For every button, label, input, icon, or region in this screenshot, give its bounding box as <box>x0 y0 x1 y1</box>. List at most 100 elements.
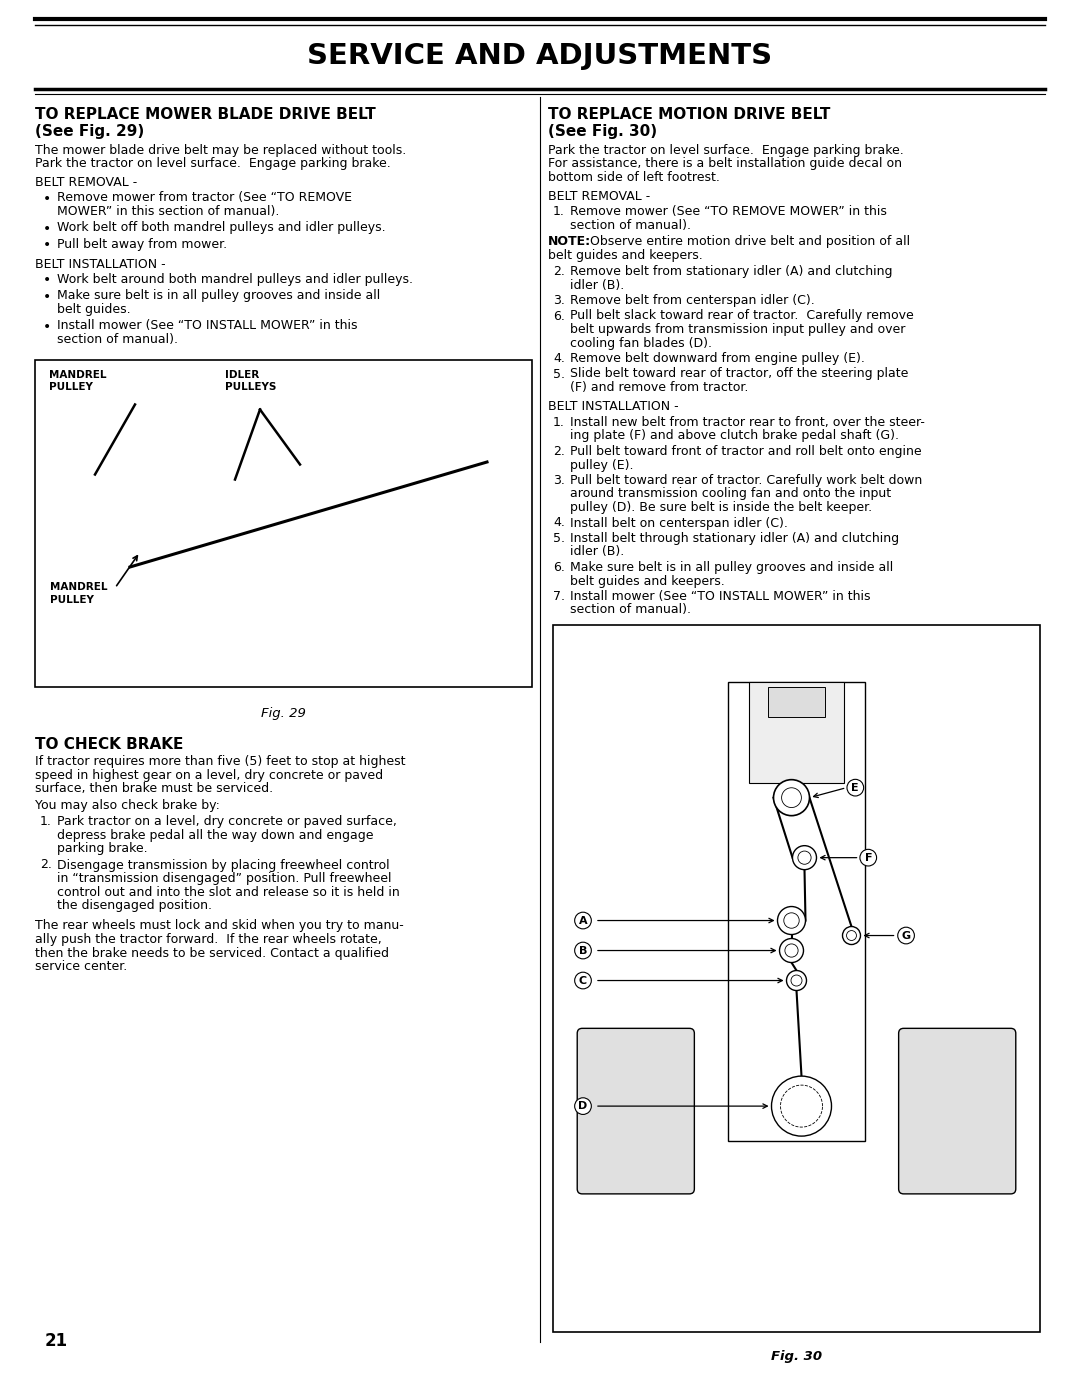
Text: control out and into the slot and release so it is held in: control out and into the slot and releas… <box>57 886 400 898</box>
Circle shape <box>780 939 804 963</box>
Text: BELT INSTALLATION -: BELT INSTALLATION - <box>35 257 165 271</box>
FancyBboxPatch shape <box>35 359 532 687</box>
Text: 1.: 1. <box>40 814 52 828</box>
Text: Work belt off both mandrel pulleys and idler pulleys.: Work belt off both mandrel pulleys and i… <box>57 222 386 235</box>
Text: 4.: 4. <box>553 517 565 529</box>
Text: 1.: 1. <box>553 205 565 218</box>
Text: BELT REMOVAL -: BELT REMOVAL - <box>35 176 137 189</box>
Circle shape <box>842 926 861 944</box>
Text: 2.: 2. <box>40 859 52 872</box>
Text: then the brake needs to be serviced. Contact a qualified: then the brake needs to be serviced. Con… <box>35 947 389 960</box>
Text: TO REPLACE MOWER BLADE DRIVE BELT: TO REPLACE MOWER BLADE DRIVE BELT <box>35 108 376 122</box>
Text: •: • <box>43 222 51 236</box>
Text: Pull belt away from mower.: Pull belt away from mower. <box>57 237 227 251</box>
Text: idler (B).: idler (B). <box>570 278 624 292</box>
Text: belt upwards from transmission input pulley and over: belt upwards from transmission input pul… <box>570 323 905 337</box>
Text: Install new belt from tractor rear to front, over the steer-: Install new belt from tractor rear to fr… <box>570 416 924 429</box>
Text: NOTE:: NOTE: <box>548 235 591 249</box>
Text: MANDREL: MANDREL <box>50 583 108 592</box>
Text: Remove belt from centerspan idler (C).: Remove belt from centerspan idler (C). <box>570 293 814 307</box>
Text: F: F <box>864 852 872 863</box>
Text: C: C <box>579 975 588 985</box>
Text: Park tractor on a level, dry concrete or paved surface,: Park tractor on a level, dry concrete or… <box>57 814 396 828</box>
Text: cooling fan blades (D).: cooling fan blades (D). <box>570 337 712 349</box>
Text: For assistance, there is a belt installation guide decal on: For assistance, there is a belt installa… <box>548 158 902 170</box>
Text: speed in highest gear on a level, dry concrete or paved: speed in highest gear on a level, dry co… <box>35 768 383 781</box>
Text: Install belt through stationary idler (A) and clutching: Install belt through stationary idler (A… <box>570 532 900 545</box>
FancyBboxPatch shape <box>728 682 865 1141</box>
Text: TO CHECK BRAKE: TO CHECK BRAKE <box>35 738 184 752</box>
Text: You may also check brake by:: You may also check brake by: <box>35 799 220 813</box>
Text: Pull belt toward rear of tractor. Carefully work belt down: Pull belt toward rear of tractor. Carefu… <box>570 474 922 488</box>
Circle shape <box>771 1076 832 1136</box>
Text: Make sure belt is in all pulley grooves and inside all: Make sure belt is in all pulley grooves … <box>570 562 893 574</box>
Text: surface, then brake must be serviced.: surface, then brake must be serviced. <box>35 782 273 795</box>
Text: (See Fig. 29): (See Fig. 29) <box>35 124 145 138</box>
Text: service center.: service center. <box>35 960 127 972</box>
Text: The rear wheels must lock and skid when you try to manu-: The rear wheels must lock and skid when … <box>35 919 404 933</box>
Text: the disengaged position.: the disengaged position. <box>57 900 212 912</box>
Text: Observe entire motion drive belt and position of all: Observe entire motion drive belt and pos… <box>586 235 910 249</box>
Text: idler (B).: idler (B). <box>570 545 624 559</box>
FancyBboxPatch shape <box>748 682 845 782</box>
Text: IDLER: IDLER <box>225 369 259 380</box>
Text: A: A <box>579 915 588 926</box>
Text: BELT INSTALLATION -: BELT INSTALLATION - <box>548 401 678 414</box>
Text: G: G <box>902 930 910 940</box>
Text: bottom side of left footrest.: bottom side of left footrest. <box>548 170 720 184</box>
Text: •: • <box>43 237 51 251</box>
Text: Install mower (See “TO INSTALL MOWER” in this: Install mower (See “TO INSTALL MOWER” in… <box>57 320 357 332</box>
Text: 5.: 5. <box>553 367 565 380</box>
Text: MOWER” in this section of manual).: MOWER” in this section of manual). <box>57 205 280 218</box>
Text: 6.: 6. <box>553 310 565 323</box>
Text: 6.: 6. <box>553 562 565 574</box>
Text: Install belt on centerspan idler (C).: Install belt on centerspan idler (C). <box>570 517 788 529</box>
Text: Park the tractor on level surface.  Engage parking brake.: Park the tractor on level surface. Engag… <box>548 144 904 156</box>
Text: Remove belt downward from engine pulley (E).: Remove belt downward from engine pulley … <box>570 352 865 365</box>
Text: section of manual).: section of manual). <box>570 218 691 232</box>
Text: Remove belt from stationary idler (A) and clutching: Remove belt from stationary idler (A) an… <box>570 265 892 278</box>
Text: ally push the tractor forward.  If the rear wheels rotate,: ally push the tractor forward. If the re… <box>35 933 381 946</box>
Text: ing plate (F) and above clutch brake pedal shaft (G).: ing plate (F) and above clutch brake ped… <box>570 429 899 443</box>
Circle shape <box>778 907 806 935</box>
Text: belt guides.: belt guides. <box>57 303 131 316</box>
Text: Fig. 29: Fig. 29 <box>261 707 306 719</box>
Text: TO REPLACE MOTION DRIVE BELT: TO REPLACE MOTION DRIVE BELT <box>548 108 831 122</box>
Circle shape <box>773 780 810 816</box>
Text: Fig. 30: Fig. 30 <box>771 1350 822 1363</box>
Text: Remove mower from tractor (See “TO REMOVE: Remove mower from tractor (See “TO REMOV… <box>57 191 352 204</box>
Text: 1.: 1. <box>553 416 565 429</box>
Text: 4.: 4. <box>553 352 565 365</box>
Text: parking brake.: parking brake. <box>57 842 148 855</box>
Text: 3.: 3. <box>553 293 565 307</box>
Text: 2.: 2. <box>553 265 565 278</box>
Text: 2.: 2. <box>553 446 565 458</box>
Text: Disengage transmission by placing freewheel control: Disengage transmission by placing freewh… <box>57 859 390 872</box>
Text: PULLEY: PULLEY <box>49 383 93 393</box>
Text: •: • <box>43 289 51 303</box>
Text: MANDREL: MANDREL <box>49 369 107 380</box>
Text: 5.: 5. <box>553 532 565 545</box>
Text: Make sure belt is in all pulley grooves and inside all: Make sure belt is in all pulley grooves … <box>57 289 380 303</box>
Text: around transmission cooling fan and onto the input: around transmission cooling fan and onto… <box>570 488 891 500</box>
Text: Install mower (See “TO INSTALL MOWER” in this: Install mower (See “TO INSTALL MOWER” in… <box>570 590 870 604</box>
Text: B: B <box>579 946 588 956</box>
Text: •: • <box>43 320 51 334</box>
Text: Pull belt toward front of tractor and roll belt onto engine: Pull belt toward front of tractor and ro… <box>570 446 921 458</box>
Text: Remove mower (See “TO REMOVE MOWER” in this: Remove mower (See “TO REMOVE MOWER” in t… <box>570 205 887 218</box>
Text: PULLEY: PULLEY <box>50 595 94 605</box>
Text: section of manual).: section of manual). <box>57 332 178 346</box>
Text: D: D <box>579 1101 588 1111</box>
Text: The mower blade drive belt may be replaced without tools.: The mower blade drive belt may be replac… <box>35 144 406 156</box>
Text: in “transmission disengaged” position. Pull freewheel: in “transmission disengaged” position. P… <box>57 872 391 886</box>
Text: SERVICE AND ADJUSTMENTS: SERVICE AND ADJUSTMENTS <box>308 42 772 70</box>
Text: Park the tractor on level surface.  Engage parking brake.: Park the tractor on level surface. Engag… <box>35 158 391 170</box>
Text: 3.: 3. <box>553 474 565 488</box>
Text: depress brake pedal all the way down and engage: depress brake pedal all the way down and… <box>57 828 374 841</box>
Circle shape <box>793 845 816 870</box>
FancyBboxPatch shape <box>899 1028 1016 1194</box>
FancyBboxPatch shape <box>768 686 825 717</box>
Text: belt guides and keepers.: belt guides and keepers. <box>570 574 725 588</box>
Text: •: • <box>43 272 51 286</box>
Text: Work belt around both mandrel pulleys and idler pulleys.: Work belt around both mandrel pulleys an… <box>57 272 413 286</box>
